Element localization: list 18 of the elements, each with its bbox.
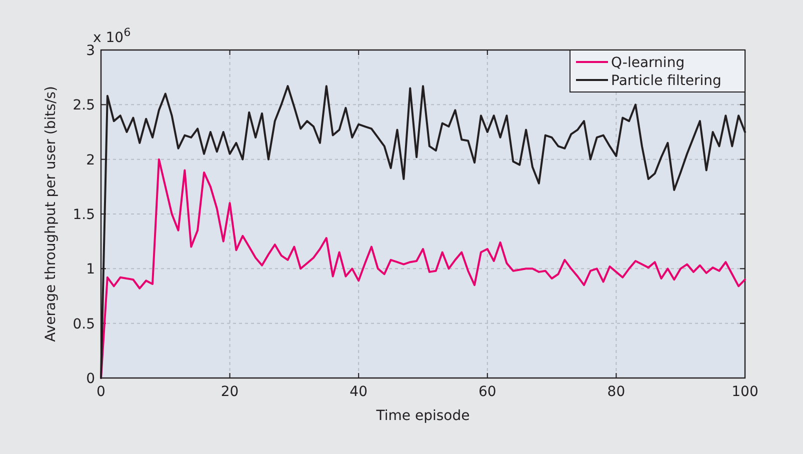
y-tick-label: 1.5 (72, 207, 95, 223)
y-tick-label: 2 (86, 152, 95, 168)
y-tick-label: 0.5 (72, 316, 95, 332)
y-tick-label: 1 (86, 262, 95, 278)
text: x 10$^{6}$ (93, 26, 131, 46)
x-tick-label: 0 (96, 384, 106, 400)
x-tick-label: 40 (350, 384, 368, 400)
legend-label: Particle filtering (611, 73, 722, 89)
x-tick-label: 60 (478, 384, 496, 400)
y-tick-label: 3 (86, 43, 95, 59)
x-tick-label: 80 (607, 384, 626, 400)
legend-label: Q-learning (611, 55, 685, 71)
x-axis-title: Time episode (375, 408, 470, 424)
x-tick-label: 20 (220, 384, 239, 400)
y-tick-label: 2.5 (72, 98, 95, 114)
y-axis-title: Average throughput per user (bits/s) (43, 86, 59, 342)
y-tick-label: 0 (86, 371, 95, 387)
x-tick-label: 100 (732, 384, 758, 400)
